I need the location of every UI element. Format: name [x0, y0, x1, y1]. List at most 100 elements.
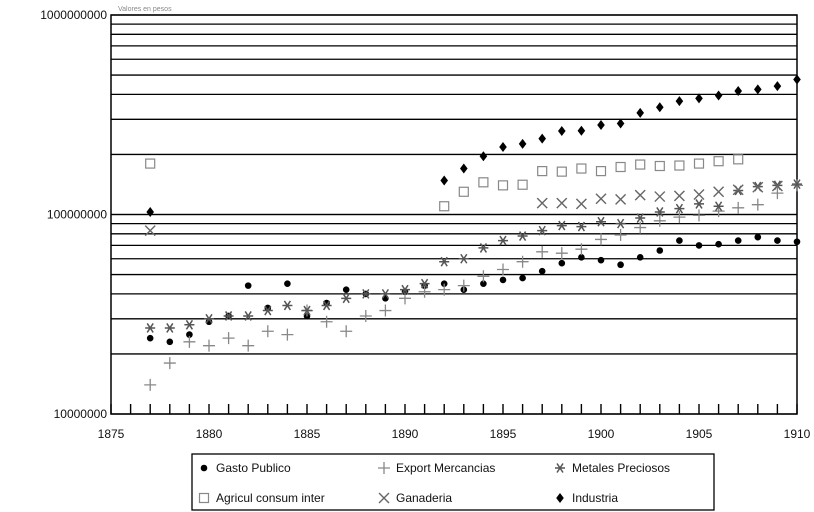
legend-item: Gasto Publico: [200, 461, 291, 475]
data-point: [793, 74, 801, 85]
series-x: [144, 180, 783, 237]
data-point: [399, 292, 411, 305]
data-point: [281, 328, 294, 341]
x-tick-label: 1875: [98, 427, 125, 441]
data-point: [653, 214, 666, 227]
grid-lines: [111, 14, 797, 415]
data-point: [693, 188, 705, 200]
legend-item: Industria: [556, 491, 618, 505]
chart-caption: Valores en pesos: [118, 6, 172, 13]
data-point: [596, 216, 606, 227]
data-point: [144, 225, 156, 237]
legend-marker: [556, 493, 564, 503]
series-square: [145, 154, 744, 212]
data-point: [674, 160, 685, 171]
data-point: [184, 319, 195, 330]
data-point: [537, 166, 548, 177]
data-point: [323, 299, 330, 307]
legend-label: Metales Preciosos: [572, 461, 670, 475]
data-point: [517, 179, 528, 190]
data-point: [752, 181, 764, 193]
data-point: [675, 96, 684, 107]
data-point: [380, 288, 391, 299]
y-tick-label: 10000000: [54, 407, 108, 421]
data-point: [538, 267, 546, 275]
data-point: [439, 256, 450, 267]
data-point: [264, 304, 272, 312]
data-point: [517, 231, 528, 241]
data-point: [536, 197, 548, 209]
data-point: [576, 221, 587, 232]
data-point: [734, 237, 742, 244]
series-plus: [144, 179, 803, 391]
x-tick-label: 1910: [784, 427, 811, 441]
data-point: [400, 284, 410, 295]
data-point: [676, 237, 683, 244]
data-point: [498, 235, 508, 246]
data-point: [693, 209, 705, 222]
data-point: [166, 338, 174, 346]
data-point: [457, 279, 470, 292]
data-point: [460, 163, 468, 174]
data-point: [302, 305, 312, 316]
data-point: [359, 309, 372, 322]
data-point: [673, 211, 686, 224]
data-point: [656, 102, 664, 113]
data-point: [615, 161, 626, 173]
legend-label: Ganaderia: [396, 491, 452, 505]
data-points: [144, 74, 803, 391]
data-point: [617, 261, 624, 269]
y-tick-label: 100000000: [47, 208, 107, 222]
data-point: [634, 221, 647, 234]
data-point: [203, 339, 215, 352]
data-point: [558, 126, 566, 137]
data-point: [477, 270, 490, 283]
series-star: [145, 179, 802, 333]
data-point: [478, 177, 489, 188]
data-point: [163, 357, 176, 370]
data-point: [243, 311, 254, 321]
data-point: [597, 256, 605, 264]
data-point: [635, 213, 646, 223]
data-point: [379, 304, 392, 317]
data-point: [595, 193, 607, 205]
data-point: [558, 259, 566, 267]
series-diamond: [146, 74, 801, 217]
data-point: [439, 201, 450, 212]
data-point: [556, 166, 567, 177]
plot-frame: [110, 14, 798, 415]
y-tick-label: 1000000000: [40, 8, 107, 22]
data-point: [732, 201, 745, 214]
data-point: [635, 159, 646, 170]
data-point: [262, 305, 273, 316]
data-point: [615, 218, 626, 229]
data-point: [282, 300, 293, 311]
data-point: [458, 186, 469, 197]
data-point: [715, 240, 722, 248]
data-point: [537, 225, 548, 236]
x-tick-label: 1890: [392, 427, 419, 441]
data-point: [774, 237, 781, 244]
data-point: [419, 278, 430, 289]
data-point: [771, 180, 783, 192]
data-point: [223, 311, 234, 321]
legend-item: Agricul consum inter: [198, 491, 325, 505]
legend-label: Export Mercancias: [396, 461, 495, 475]
data-point: [519, 274, 526, 282]
data-point: [713, 201, 724, 212]
data-point: [497, 263, 509, 276]
data-point: [164, 323, 175, 333]
data-point: [713, 156, 724, 167]
data-point: [654, 191, 666, 203]
data-point: [518, 138, 527, 149]
legend-item: Metales Preciosos: [555, 461, 670, 475]
data-point: [636, 107, 644, 118]
data-point: [734, 85, 742, 96]
data-point: [577, 125, 586, 136]
legend-marker: [378, 492, 390, 504]
data-point: [320, 315, 333, 328]
data-point: [595, 233, 607, 246]
data-point: [636, 254, 644, 261]
data-point: [754, 233, 762, 241]
data-point: [556, 220, 567, 231]
